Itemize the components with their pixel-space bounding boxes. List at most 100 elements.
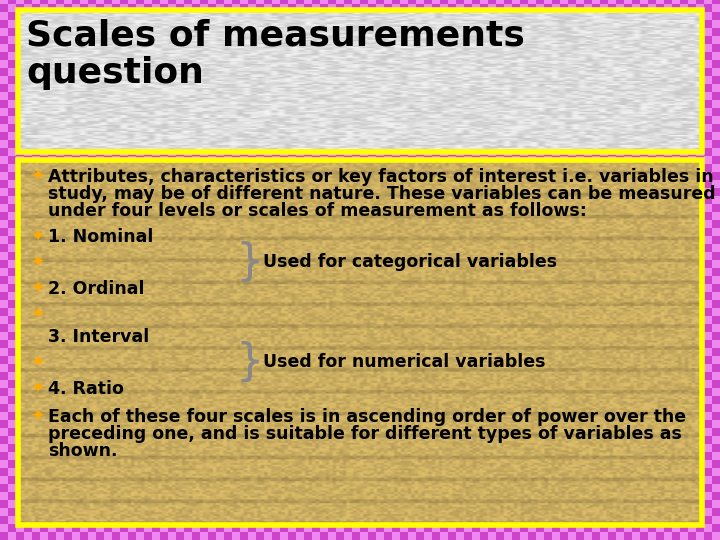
Bar xyxy=(264,428,272,436)
Bar xyxy=(224,212,232,220)
Bar xyxy=(376,476,384,484)
Bar xyxy=(88,380,96,388)
Bar xyxy=(448,28,456,36)
Bar xyxy=(592,140,600,148)
Bar xyxy=(264,180,272,188)
Bar xyxy=(712,412,720,420)
Bar xyxy=(248,324,256,332)
Bar xyxy=(656,228,664,236)
Bar xyxy=(264,92,272,100)
Bar xyxy=(552,284,560,292)
Bar xyxy=(136,468,144,476)
Bar xyxy=(464,516,472,524)
Bar xyxy=(240,516,248,524)
Bar xyxy=(608,388,616,396)
Bar xyxy=(312,244,320,252)
Bar xyxy=(144,404,152,412)
Bar xyxy=(312,12,320,20)
Bar xyxy=(16,244,24,252)
Bar xyxy=(656,316,664,324)
Bar xyxy=(472,500,480,508)
Bar xyxy=(472,100,480,108)
Bar xyxy=(488,484,496,492)
Bar xyxy=(624,172,632,180)
Bar xyxy=(40,244,48,252)
Bar xyxy=(344,524,352,532)
Bar xyxy=(616,260,624,268)
Bar xyxy=(56,492,64,500)
Bar xyxy=(248,396,256,404)
Bar xyxy=(432,132,440,140)
Bar xyxy=(216,84,224,92)
Bar xyxy=(200,316,208,324)
Bar xyxy=(632,364,640,372)
Bar xyxy=(400,428,408,436)
Bar xyxy=(608,12,616,20)
Bar xyxy=(88,100,96,108)
Bar xyxy=(128,36,136,44)
Bar xyxy=(168,396,176,404)
Bar xyxy=(424,476,432,484)
Bar xyxy=(440,460,448,468)
Bar xyxy=(216,228,224,236)
Bar xyxy=(32,84,40,92)
Bar xyxy=(240,68,248,76)
Bar xyxy=(576,292,584,300)
Bar xyxy=(504,12,512,20)
Bar xyxy=(288,508,296,516)
Bar xyxy=(272,428,280,436)
Bar xyxy=(504,164,512,172)
Bar xyxy=(336,420,344,428)
Bar xyxy=(184,308,192,316)
Bar xyxy=(568,124,576,132)
Bar xyxy=(352,268,360,276)
Bar xyxy=(592,332,600,340)
Bar xyxy=(616,76,624,84)
Bar xyxy=(136,516,144,524)
Bar xyxy=(176,172,184,180)
Bar xyxy=(408,372,416,380)
Bar xyxy=(608,52,616,60)
Bar xyxy=(224,452,232,460)
Bar xyxy=(248,340,256,348)
Bar xyxy=(296,444,304,452)
Bar xyxy=(96,84,104,92)
Bar xyxy=(496,44,504,52)
Bar xyxy=(384,356,392,364)
Bar xyxy=(664,428,672,436)
Bar xyxy=(520,36,528,44)
Bar xyxy=(272,20,280,28)
Bar xyxy=(320,76,328,84)
Bar xyxy=(104,4,112,12)
Bar xyxy=(488,220,496,228)
Bar xyxy=(272,292,280,300)
Bar xyxy=(32,516,40,524)
Bar xyxy=(640,212,648,220)
Bar xyxy=(248,260,256,268)
Bar xyxy=(112,404,120,412)
Bar xyxy=(664,492,672,500)
Bar xyxy=(520,52,528,60)
Bar xyxy=(96,20,104,28)
Bar xyxy=(240,380,248,388)
Bar xyxy=(72,52,80,60)
Bar xyxy=(104,420,112,428)
Bar xyxy=(224,316,232,324)
Bar xyxy=(576,428,584,436)
Bar xyxy=(264,324,272,332)
Bar xyxy=(368,132,376,140)
Bar xyxy=(600,228,608,236)
Bar xyxy=(112,252,120,260)
Bar xyxy=(360,508,368,516)
Bar xyxy=(544,452,552,460)
Bar xyxy=(368,108,376,116)
Bar xyxy=(152,212,160,220)
Bar xyxy=(688,316,696,324)
Bar xyxy=(112,308,120,316)
Bar xyxy=(48,348,56,356)
Bar xyxy=(504,124,512,132)
Bar xyxy=(664,508,672,516)
Bar xyxy=(640,396,648,404)
Bar xyxy=(104,116,112,124)
Bar xyxy=(592,12,600,20)
